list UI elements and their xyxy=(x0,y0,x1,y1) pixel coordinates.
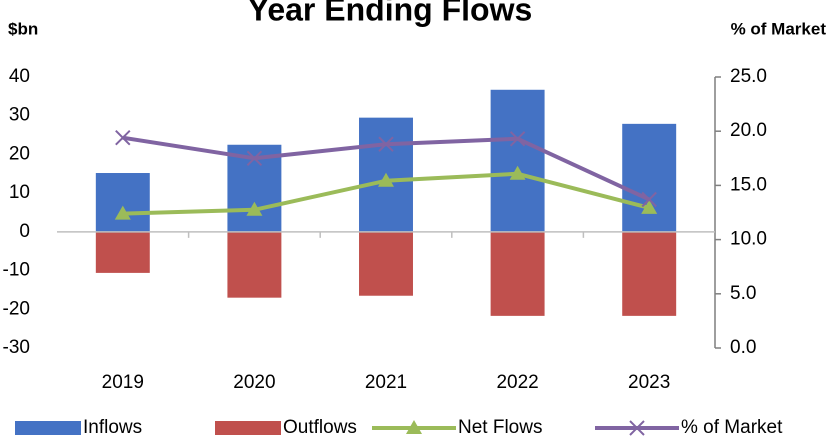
y2-tick-label: 25.0 xyxy=(730,66,767,87)
y-tick-label: -30 xyxy=(3,337,30,358)
y-tick-label: 10 xyxy=(9,182,30,203)
marker xyxy=(509,165,526,180)
marker xyxy=(246,150,263,167)
y-axis-label: $bn xyxy=(8,19,38,38)
legend-label: Net Flows xyxy=(458,417,542,438)
legend-swatch xyxy=(15,421,81,435)
marker xyxy=(114,205,131,220)
bar xyxy=(622,123,677,232)
marker xyxy=(406,420,422,434)
bar xyxy=(227,231,282,298)
x-tick-label: 2019 xyxy=(102,372,144,393)
y2-tick-label: 20.0 xyxy=(730,120,767,141)
marker xyxy=(115,129,131,146)
marker xyxy=(378,172,394,187)
marker xyxy=(641,191,657,208)
bar xyxy=(95,231,150,273)
legend-item: % of Market xyxy=(595,417,783,438)
y-tick-label: 0 xyxy=(19,221,30,242)
legend-label: % of Market xyxy=(681,417,783,438)
marker xyxy=(629,420,645,436)
bar xyxy=(490,89,545,232)
y2-tick-label: 0.0 xyxy=(730,337,756,358)
y2-tick-label: 15.0 xyxy=(730,174,767,195)
y-tick-label: -20 xyxy=(3,298,30,319)
legend-item: Net Flows xyxy=(372,417,542,438)
legend-swatch xyxy=(215,421,281,435)
legend-item: Outflows xyxy=(215,417,357,438)
x-tick-label: 2022 xyxy=(496,372,538,393)
x-tick-label: 2023 xyxy=(628,372,670,393)
y2-axis-label: % of Market xyxy=(731,19,827,38)
bar xyxy=(359,231,413,296)
legend-label: Inflows xyxy=(83,417,142,438)
legend-item: Inflows xyxy=(15,417,142,438)
marker xyxy=(378,136,394,152)
y-tick-label: 30 xyxy=(9,105,30,126)
x-tick-label: 2020 xyxy=(233,372,275,393)
y2-tick-label: 10.0 xyxy=(730,229,767,250)
y-tick-label: -10 xyxy=(3,260,30,281)
marker xyxy=(641,199,658,214)
bar xyxy=(490,231,545,316)
legend-label: Outflows xyxy=(283,417,357,438)
bar xyxy=(95,173,150,232)
x-tick-label: 2021 xyxy=(365,372,407,393)
y-tick-label: 20 xyxy=(9,143,30,164)
marker xyxy=(509,131,526,147)
y2-tick-label: 5.0 xyxy=(730,283,756,304)
y-tick-label: 40 xyxy=(9,66,30,87)
chart-title: Year Ending Flows xyxy=(248,0,533,27)
marker xyxy=(246,201,263,216)
bar xyxy=(622,231,677,316)
